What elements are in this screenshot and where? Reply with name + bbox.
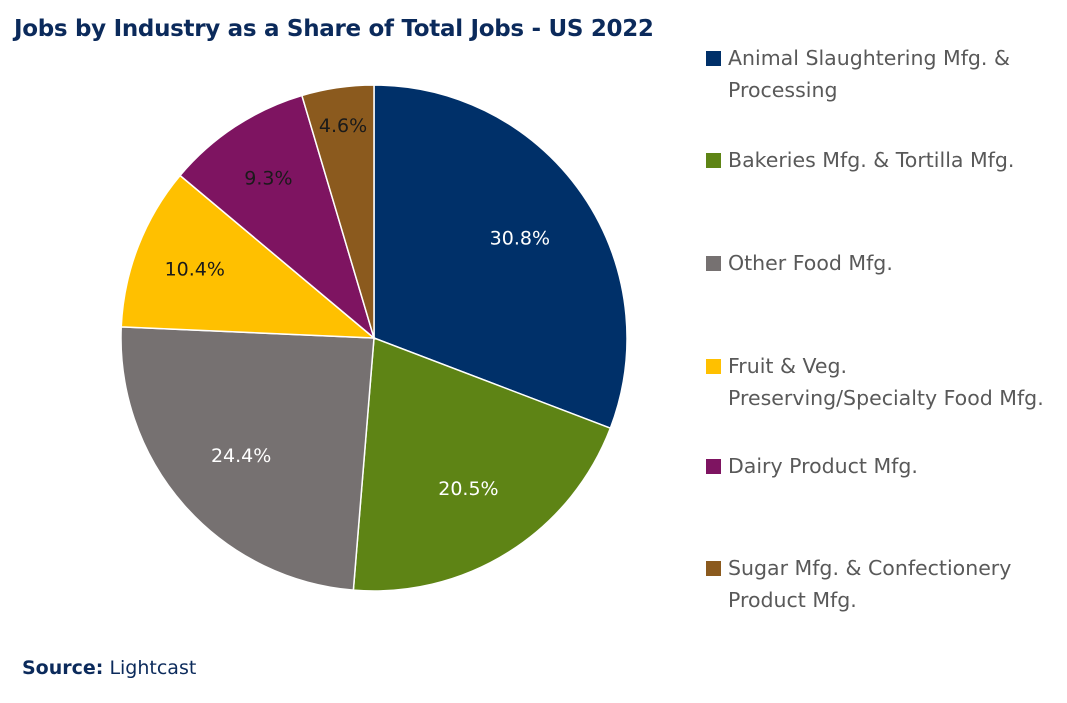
legend-item: Bakeries Mfg. & Tortilla Mfg.: [706, 144, 1056, 176]
pie-slice: [300, 84, 375, 339]
legend-label: Animal Slaughtering Mfg. & Processing: [728, 46, 1010, 102]
data-label: 4.6%: [319, 115, 367, 137]
legend-item: Dairy Product Mfg.: [706, 450, 1056, 482]
legend-label: Bakeries Mfg. & Tortilla Mfg.: [728, 148, 1015, 172]
legend-item: Sugar Mfg. & Confectionery Product Mfg.: [706, 552, 1056, 616]
data-label: 9.3%: [244, 167, 292, 189]
legend-swatch: [706, 459, 721, 474]
legend-label: Dairy Product Mfg.: [728, 454, 918, 478]
pie-slice: [373, 84, 628, 430]
legend-item: Animal Slaughtering Mfg. & Processing: [706, 42, 1056, 106]
source-label: Source:: [22, 657, 104, 679]
data-label: 30.8%: [490, 228, 550, 250]
legend-item: Other Food Mfg.: [706, 247, 1056, 279]
pie-slice: [179, 94, 376, 341]
legend-item: Fruit & Veg. Preserving/Specialty Food M…: [706, 350, 1056, 414]
data-label: 24.4%: [211, 445, 271, 467]
chart-title: Jobs by Industry as a Share of Total Job…: [14, 16, 654, 42]
data-label: 10.4%: [165, 258, 225, 280]
pie-slice: [352, 336, 612, 592]
source-note: Source: Lightcast: [22, 657, 196, 679]
data-label: 20.5%: [438, 478, 498, 500]
legend-label: Other Food Mfg.: [728, 251, 893, 275]
legend-swatch: [706, 153, 721, 168]
legend-swatch: [706, 561, 721, 576]
source-value: Lightcast: [109, 657, 197, 679]
pie-slice: [120, 174, 377, 339]
legend-swatch: [706, 359, 721, 374]
legend-swatch: [706, 256, 721, 271]
legend-swatch: [706, 51, 721, 66]
legend-label: Fruit & Veg. Preserving/Specialty Food M…: [728, 354, 1044, 410]
pie-slice: [120, 326, 375, 591]
legend-label: Sugar Mfg. & Confectionery Product Mfg.: [728, 556, 1012, 612]
